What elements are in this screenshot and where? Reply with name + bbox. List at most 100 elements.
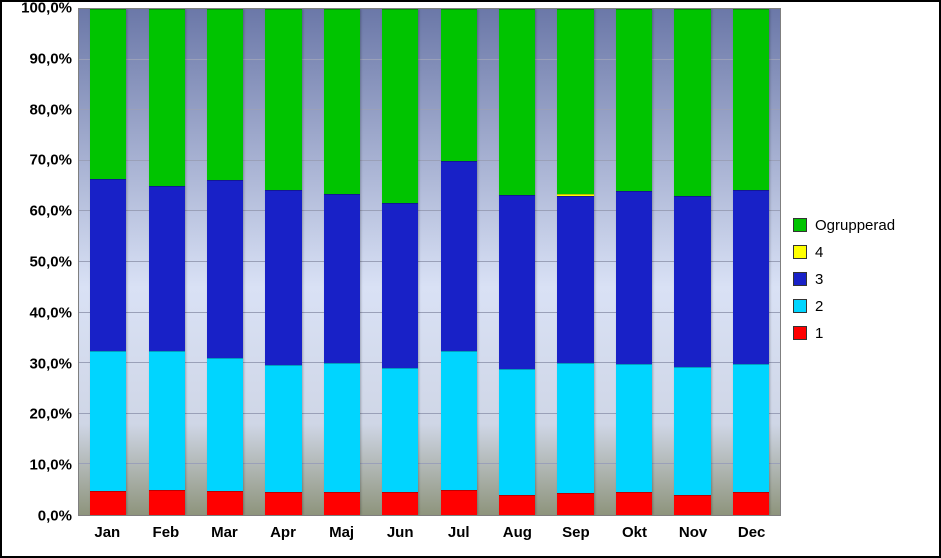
bar-segment [265,365,301,493]
legend-label: 1 [815,325,823,342]
chart-wrap: 0,0%10,0%20,0%30,0%40,0%50,0%60,0%70,0%8… [8,8,933,550]
x-tick-mark [196,515,197,516]
legend: Ogrupperad 4 3 2 1 [781,8,933,550]
bar-segment [265,9,301,190]
bar [207,9,243,515]
bar-segment [733,492,769,515]
bar-segment [149,490,185,515]
bar-segment [207,358,243,491]
y-tick-label: 60,0% [29,203,72,220]
bar-segment [499,9,535,195]
bar [733,9,769,515]
legend-swatch [793,218,807,232]
x-axis: JanFebMarAprMajJunJulAugSepOktNovDec [78,516,781,550]
bar-segment [382,9,418,203]
plot-area [78,8,781,516]
legend-label: Ogrupperad [815,217,895,234]
x-tick-label: Dec [722,516,781,550]
bar-segment [207,9,243,180]
x-tick-label: Nov [664,516,723,550]
x-tick-mark [371,515,372,516]
x-tick-mark [254,515,255,516]
bar-segment [499,369,535,494]
bar-segment [674,495,710,515]
bar-segment [441,9,477,161]
bar [441,9,477,515]
x-tick-mark [546,515,547,516]
x-tick-mark [313,515,314,516]
legend-item: 2 [793,298,933,315]
y-tick-label: 100,0% [21,0,72,17]
bar [382,9,418,515]
bar-segment [557,9,593,194]
bar-segment [674,367,710,495]
legend-item: 1 [793,325,933,342]
x-tick-mark [430,515,431,516]
legend-swatch [793,326,807,340]
legend-item: Ogrupperad [793,217,933,234]
bar-segment [90,9,126,179]
y-tick-label: 90,0% [29,50,72,67]
legend-swatch [793,245,807,259]
bar-segment [616,492,652,515]
bar-segment [733,9,769,190]
bar-slot [488,9,546,515]
bar-slot [196,9,254,515]
bar-segment [616,191,652,364]
bar-segment [149,351,185,490]
x-tick-label: Jan [78,516,137,550]
bar-segment [90,179,126,351]
bar [499,9,535,515]
bar-segment [499,195,535,370]
x-tick-mark [780,515,781,516]
x-tick-label: Apr [254,516,313,550]
bar-segment [382,368,418,492]
bar-slot [371,9,429,515]
bar-slot [313,9,371,515]
bar-segment [382,203,418,368]
bar-segment [441,490,477,515]
x-tick-mark [722,515,723,516]
y-tick-label: 50,0% [29,254,72,271]
bar [674,9,710,515]
x-tick-mark [663,515,664,516]
legend-item: 3 [793,271,933,288]
bar-segment [207,491,243,515]
x-tick-label: Sep [547,516,606,550]
bar-segment [90,351,126,491]
y-tick-label: 0,0% [38,508,72,525]
legend-swatch [793,299,807,313]
bar-segment [441,351,477,490]
bar-segment [616,9,652,191]
x-tick-label: Mar [195,516,254,550]
bar-segment [149,186,185,350]
bar-slot [605,9,663,515]
x-tick-mark [605,515,606,516]
x-tick-label: Jul [429,516,488,550]
legend-item: 4 [793,244,933,261]
chart-area: 0,0%10,0%20,0%30,0%40,0%50,0%60,0%70,0%8… [8,8,781,550]
x-tick-label: Maj [312,516,371,550]
bar-segment [616,364,652,492]
bar [616,9,652,515]
bar-segment [324,363,360,492]
plot-row: 0,0%10,0%20,0%30,0%40,0%50,0%60,0%70,0%8… [8,8,781,516]
bar-segment [557,493,593,515]
bar-segment [265,492,301,515]
y-axis: 0,0%10,0%20,0%30,0%40,0%50,0%60,0%70,0%8… [8,8,78,516]
bar [149,9,185,515]
bar-segment [674,196,710,367]
x-tick-label: Feb [137,516,196,550]
chart-frame: 0,0%10,0%20,0%30,0%40,0%50,0%60,0%70,0%8… [0,0,941,558]
x-tick-mark [488,515,489,516]
bar-segment [441,161,477,351]
bar-slot [663,9,721,515]
y-tick-label: 10,0% [29,457,72,474]
y-tick-label: 40,0% [29,304,72,321]
legend-label: 2 [815,298,823,315]
bar-segment [149,9,185,186]
legend-label: 4 [815,244,823,261]
x-tick-mark [137,515,138,516]
x-tick-label: Jun [371,516,430,550]
bar-segment [733,364,769,492]
